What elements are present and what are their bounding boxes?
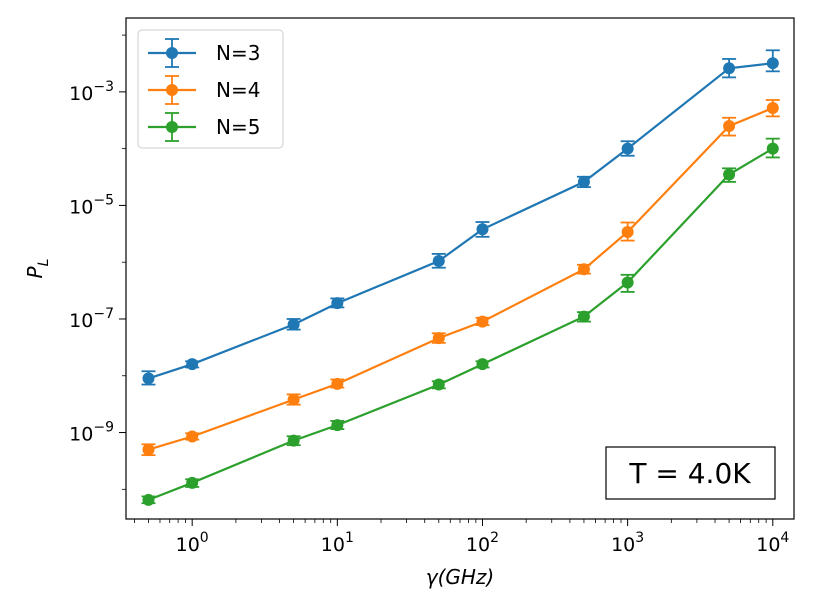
data-point: [621, 226, 634, 239]
legend-marker: [166, 84, 178, 96]
y-tick-label: 10−5: [69, 192, 114, 218]
x-tick-label: 104: [756, 530, 789, 556]
legend-label: N=5: [216, 115, 260, 139]
legend-frame: [137, 29, 284, 149]
data-point: [766, 101, 779, 114]
y-axis-label: PL: [23, 259, 52, 279]
data-point: [766, 57, 779, 70]
data-point: [186, 476, 199, 489]
data-point: [476, 358, 489, 371]
series-line: [148, 147, 774, 501]
data-point: [621, 276, 634, 289]
series-N=3: [141, 49, 780, 386]
x-tick-label: 100: [176, 530, 209, 556]
data-point: [766, 142, 779, 155]
data-point: [287, 434, 300, 447]
x-tick-label: 102: [466, 530, 499, 556]
x-axis-label: γ(GHz): [426, 565, 494, 589]
series-N=5: [141, 137, 780, 506]
axis-ticks: 100 101 102 103 104 10−9 10−7 10−5 10−3: [69, 34, 789, 556]
data-point: [331, 297, 344, 310]
series-line: [148, 106, 774, 451]
legend-label: N=3: [216, 41, 260, 65]
y-tick-label: 10−9: [69, 420, 114, 446]
x-tick-label: 103: [611, 530, 644, 556]
annotation-text: T = 4.0K: [628, 457, 751, 490]
data-point: [142, 443, 155, 456]
legend-marker: [166, 47, 178, 59]
data-point: [476, 315, 489, 328]
y-axis-label-main: P: [23, 265, 47, 278]
data-point: [476, 223, 489, 236]
x-tick-label: 101: [321, 530, 354, 556]
data-point: [287, 393, 300, 406]
legend: N=3 N=4 N=5: [137, 29, 284, 149]
y-axis-label-subscript: L: [36, 259, 52, 267]
data-point: [723, 168, 736, 181]
annotation-box: [605, 446, 776, 500]
plot-area: [141, 49, 780, 506]
legend-label: N=4: [216, 78, 260, 102]
data-point: [287, 318, 300, 331]
data-point: [577, 310, 590, 323]
data-point: [723, 120, 736, 133]
data-point: [331, 377, 344, 390]
data-point: [186, 358, 199, 371]
data-point: [432, 332, 445, 345]
legend-marker: [166, 121, 178, 133]
data-point: [142, 493, 155, 506]
data-point: [432, 254, 445, 267]
data-point: [621, 142, 634, 155]
data-point: [331, 419, 344, 432]
data-point: [432, 378, 445, 391]
data-point: [577, 175, 590, 188]
series-line: [148, 62, 773, 380]
data-point: [723, 62, 736, 75]
y-tick-label: 10−7: [69, 306, 114, 332]
data-point: [186, 430, 199, 443]
data-point: [142, 372, 155, 385]
y-tick-label: 10−3: [69, 79, 114, 105]
series-N=4: [141, 99, 780, 457]
data-point: [577, 263, 590, 276]
temperature-annotation: T = 4.0K: [605, 446, 776, 500]
